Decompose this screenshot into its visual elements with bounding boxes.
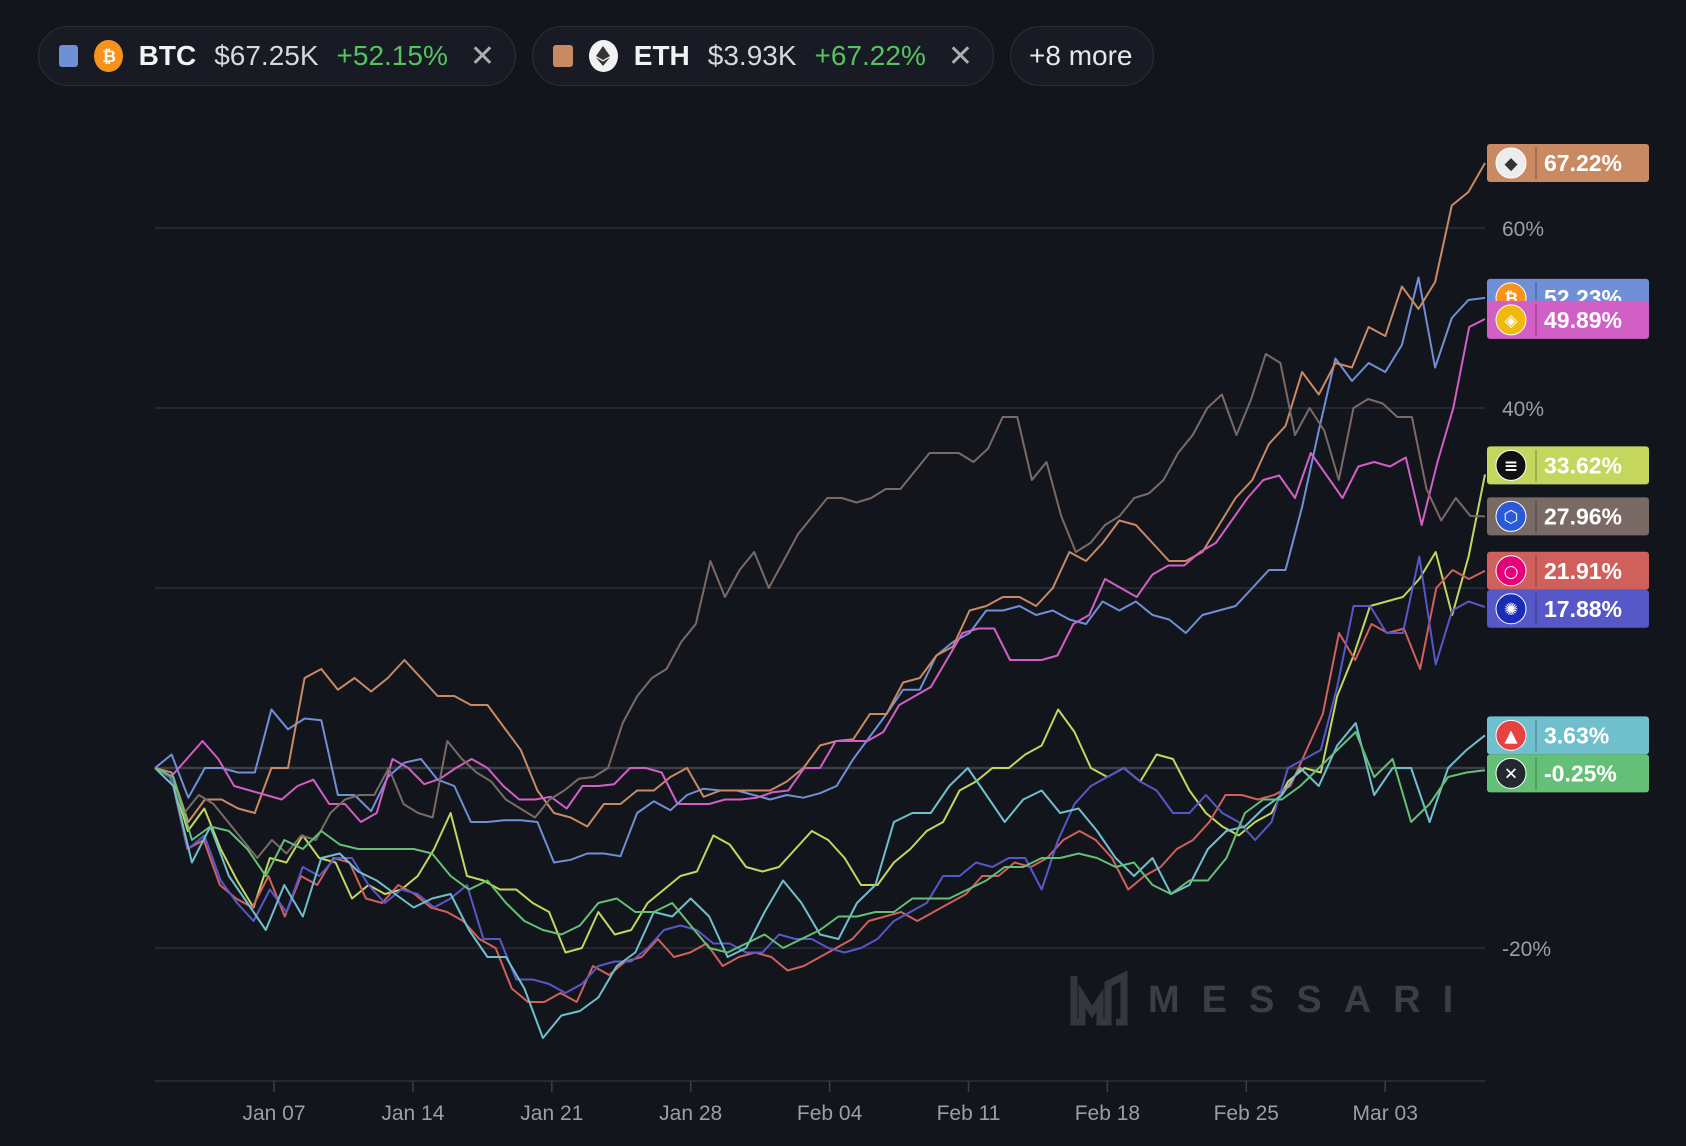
x-tick-label: Feb 25: [1214, 1102, 1279, 1125]
end-value-label: 49.89%: [1544, 307, 1622, 333]
messari-watermark: MESSARI: [1148, 979, 1475, 1021]
x-tick-label: Mar 03: [1353, 1102, 1418, 1125]
x-tick-label: Feb 18: [1075, 1102, 1140, 1125]
svg-text:✺: ✺: [1504, 600, 1518, 620]
btc-price: $67.25K: [214, 40, 319, 71]
solana-icon: ≡: [1495, 449, 1527, 481]
x-tick-label: Feb 04: [797, 1102, 863, 1125]
end-label-dot: ○ 21.91%: [1487, 551, 1649, 590]
btc-change: +52.15%: [336, 40, 448, 71]
close-icon[interactable]: ✕: [469, 39, 495, 73]
svg-text:▲: ▲: [1504, 726, 1518, 746]
bitcoin-icon: ₿: [94, 40, 123, 72]
series-line-link: [154, 353, 1486, 859]
close-icon[interactable]: ✕: [947, 39, 973, 73]
more-assets-button[interactable]: +8 more: [1010, 26, 1154, 86]
eth-symbol: ETH: [633, 40, 690, 71]
bnb-icon: ◈: [1495, 304, 1527, 336]
end-label-link: ⬡ 27.96%: [1487, 497, 1649, 536]
end-value-label: 21.91%: [1544, 558, 1622, 584]
svg-text:◆: ◆: [1504, 154, 1518, 174]
series-line-avax: [154, 722, 1486, 1039]
end-value-label: 67.22%: [1544, 150, 1622, 176]
y-tick-label: -20%: [1502, 938, 1551, 961]
end-label-sol: ≡ 33.62%: [1487, 446, 1649, 485]
chainlink-icon: ⬡: [1495, 500, 1527, 532]
x-tick-label: Jan 07: [242, 1102, 305, 1125]
end-label-avax: ▲ 3.63%: [1487, 716, 1649, 755]
end-value-label: -0.25%: [1544, 760, 1617, 786]
svg-text:✕: ✕: [1504, 764, 1518, 784]
x-tick-label: Jan 14: [381, 1102, 444, 1125]
end-value-label: 3.63%: [1544, 722, 1609, 748]
end-label-bnb: ◈ 49.89%: [1487, 300, 1649, 339]
ethereum-icon: ◆: [1495, 147, 1527, 179]
svg-text:⬡: ⬡: [1504, 507, 1519, 527]
end-value-label: 33.62%: [1544, 452, 1622, 478]
y-tick-label: 40%: [1502, 398, 1544, 421]
xrp-icon: ✕: [1495, 757, 1527, 789]
x-tick-label: Jan 21: [520, 1102, 583, 1125]
eth-price: $3.93K: [707, 40, 797, 71]
x-tick-label: Jan 28: [659, 1102, 722, 1125]
end-label-ada: ✺ 17.88%: [1487, 589, 1649, 628]
series-line-bnb: [154, 318, 1486, 823]
eth-change: +67.22%: [814, 40, 926, 71]
end-label-xrp: ✕ -0.25%: [1487, 754, 1649, 793]
end-label-eth: ◆ 67.22%: [1487, 144, 1649, 183]
svg-text:○: ○: [1504, 562, 1519, 582]
series-line-xrp: [154, 731, 1486, 954]
messari-logo-icon: [1070, 970, 1128, 1026]
svg-text:◈: ◈: [1504, 311, 1518, 331]
end-value-label: 17.88%: [1544, 596, 1622, 622]
x-tick-label: Feb 11: [937, 1102, 1001, 1125]
end-value-label: 27.96%: [1544, 503, 1622, 529]
y-tick-label: 60%: [1502, 218, 1544, 241]
polkadot-icon: ○: [1495, 555, 1527, 587]
ethereum-icon: [588, 40, 618, 72]
eth-color-swatch: [553, 45, 573, 67]
asset-chip-eth[interactable]: ETH $3.93K +67.22% ✕: [532, 26, 994, 86]
asset-chip-btc[interactable]: ₿ BTC $67.25K +52.15% ✕: [38, 26, 516, 86]
series-line-eth: [154, 162, 1486, 828]
svg-text:≡: ≡: [1504, 456, 1518, 476]
btc-symbol: BTC: [138, 40, 197, 71]
series-line-ada: [154, 555, 1486, 994]
avalanche-icon: ▲: [1495, 719, 1527, 751]
btc-color-swatch: [59, 45, 79, 67]
series-line-dot: [154, 569, 1486, 1003]
series-line-sol: [154, 474, 1486, 954]
svg-text:₿: ₿: [102, 47, 116, 66]
series-line-btc: [154, 276, 1486, 864]
cardano-icon: ✺: [1495, 593, 1527, 625]
